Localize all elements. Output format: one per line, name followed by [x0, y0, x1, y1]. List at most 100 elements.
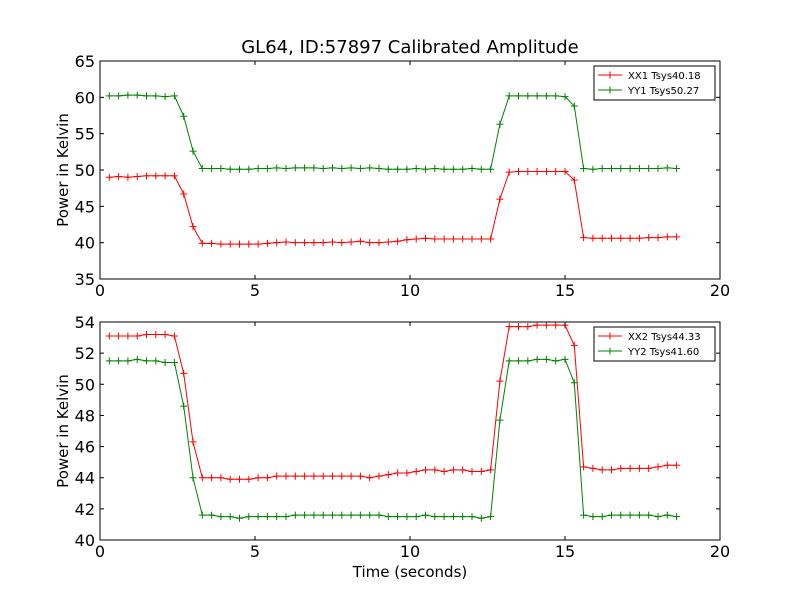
data-point-marker [524, 92, 532, 100]
data-point-marker [375, 165, 383, 173]
data-point-marker [319, 239, 327, 247]
data-point-marker [589, 234, 597, 242]
data-point-marker [263, 165, 271, 173]
data-point-marker [263, 474, 271, 482]
x-tick-label: 5 [250, 281, 260, 300]
data-point-marker [338, 472, 346, 480]
y-axis-label: Power in Kelvin [54, 113, 72, 227]
data-point-marker [301, 164, 309, 172]
data-point-marker [515, 92, 522, 100]
x-tick-label: 20 [710, 281, 730, 300]
data-point-marker [161, 330, 169, 338]
data-point-marker [654, 165, 662, 173]
data-point-marker [635, 511, 643, 519]
figure-title: GL64, ID:57897 Calibrated Amplitude [241, 37, 579, 58]
data-point-marker [524, 323, 532, 331]
data-point-marker [245, 513, 253, 521]
data-point-marker [487, 235, 495, 243]
data-point-marker [626, 234, 634, 242]
data-point-marker [273, 472, 281, 480]
data-point-marker [254, 474, 262, 482]
data-point-marker [208, 165, 216, 173]
data-point-marker [515, 357, 522, 365]
data-point-marker [347, 472, 355, 480]
data-point-marker [366, 239, 374, 247]
x-axis-label: Time (seconds) [352, 563, 468, 581]
data-point-marker [552, 357, 560, 365]
data-point-marker [403, 236, 411, 244]
data-point-marker [598, 234, 606, 242]
legend-label: YY2 Tsys41.60 [627, 347, 699, 358]
data-point-marker [542, 167, 550, 175]
data-point-marker [505, 357, 513, 365]
legend-label: XX2 Tsys44.33 [628, 332, 701, 343]
data-point-marker [133, 355, 141, 363]
data-point-marker [170, 172, 178, 180]
data-point-marker [654, 513, 662, 521]
data-point-marker [654, 234, 662, 242]
y-tick-label: 35 [75, 270, 95, 289]
data-point-marker [394, 165, 402, 173]
data-point-marker [198, 511, 206, 519]
data-point-marker [440, 513, 448, 521]
data-point-marker [198, 474, 206, 482]
data-point-marker [115, 173, 123, 181]
data-point-marker [329, 511, 336, 519]
data-point-marker [208, 474, 216, 482]
data-point-marker [143, 330, 150, 338]
series-xx2 [105, 321, 681, 483]
legend-box [593, 326, 716, 362]
data-point-marker [570, 176, 578, 184]
data-point-marker [338, 165, 346, 173]
data-point-marker [291, 164, 299, 172]
data-point-marker [189, 147, 197, 155]
data-point-marker [673, 233, 681, 241]
data-point-marker [598, 165, 606, 173]
data-point-marker [524, 357, 532, 365]
data-point-marker [449, 466, 457, 474]
data-point-marker [431, 165, 439, 173]
data-point-marker [422, 511, 429, 519]
data-point-marker [282, 165, 290, 173]
data-point-marker [617, 511, 625, 519]
data-point-marker [366, 511, 374, 519]
y-tick-label: 45 [75, 197, 95, 216]
data-point-marker [496, 377, 504, 385]
data-point-marker [254, 240, 262, 248]
data-point-marker [273, 164, 281, 172]
data-point-marker [273, 239, 281, 247]
data-point-marker [356, 165, 364, 173]
y-axis-label: Power in Kelvin [54, 374, 72, 488]
data-point-marker [477, 467, 485, 475]
data-point-marker [115, 332, 123, 340]
data-point-marker [598, 466, 606, 474]
data-point-marker [580, 511, 588, 519]
data-point-marker [254, 513, 262, 521]
data-point-marker [124, 91, 132, 99]
data-point-marker [319, 511, 327, 519]
data-point-marker [245, 165, 253, 173]
data-point-marker [459, 165, 467, 173]
data-point-marker [440, 165, 448, 173]
y-tick-label: 44 [75, 469, 95, 488]
series-xx1 [105, 167, 681, 248]
data-point-marker [589, 165, 597, 173]
data-point-marker [282, 472, 290, 480]
data-point-marker [356, 511, 364, 519]
data-point-marker [626, 165, 634, 173]
x-tick-label: 10 [400, 542, 420, 561]
data-point-marker [533, 355, 541, 363]
data-point-marker [673, 513, 681, 521]
x-tick-label: 10 [400, 281, 420, 300]
data-point-marker [533, 92, 541, 100]
data-point-marker [403, 513, 411, 521]
data-point-marker [226, 513, 234, 521]
data-point-marker [608, 466, 615, 474]
data-point-marker [143, 92, 150, 100]
data-point-marker [180, 190, 188, 198]
data-point-marker [552, 167, 560, 175]
data-point-marker [356, 472, 364, 480]
y-tick-label: 65 [75, 52, 95, 71]
data-point-marker [496, 195, 504, 203]
